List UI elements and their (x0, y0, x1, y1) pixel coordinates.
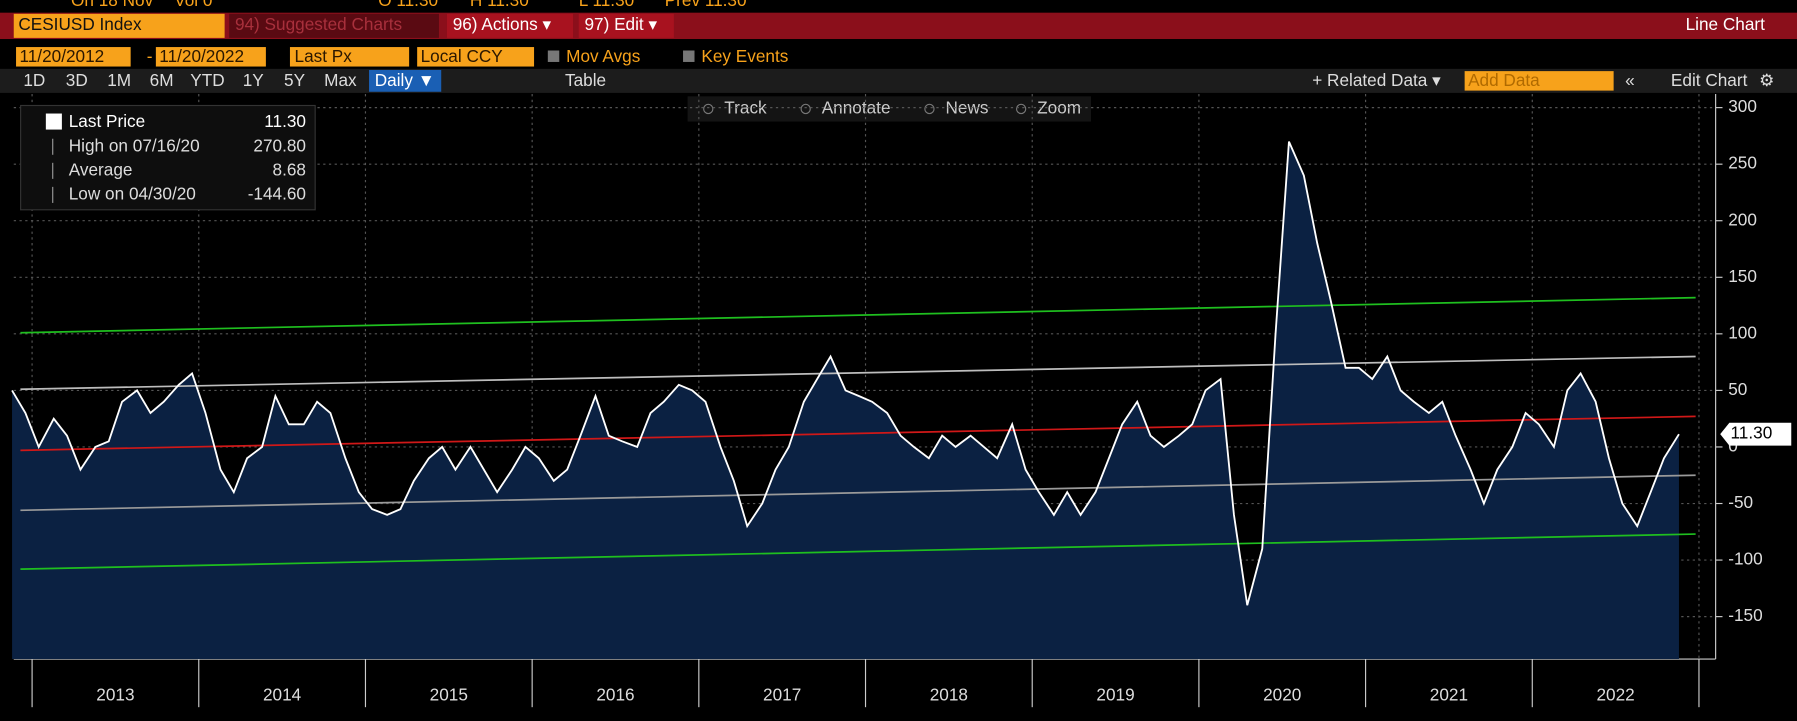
range-button[interactable]: 1M (107, 70, 131, 90)
add-data-box[interactable] (1464, 71, 1614, 91)
security-box[interactable] (13, 13, 225, 38)
y-tick-label: -150 (1728, 605, 1762, 625)
stat-label: Low on 04/30/20 (69, 183, 196, 203)
option[interactable]: Key Events (701, 46, 788, 66)
field[interactable]: Last Px (295, 46, 353, 66)
menu-button[interactable] (578, 13, 674, 38)
y-tick-label: -100 (1728, 549, 1762, 569)
quote-item: Vol 0 (174, 0, 212, 10)
stat-label: High on 07/16/20 (69, 135, 200, 155)
quote-item: On 18 Nov (71, 0, 154, 10)
y-tick-label: 150 (1728, 266, 1757, 286)
area (12, 141, 1679, 660)
menu-item[interactable]: 94) Suggested Charts (235, 14, 402, 34)
x-tick-label: 2017 (763, 684, 801, 704)
y-tick-label: 50 (1728, 379, 1747, 399)
last-value-tag (1720, 422, 1792, 446)
end-date-box[interactable] (155, 47, 266, 67)
view-name: Line Chart (1686, 14, 1766, 34)
tool-icon (924, 103, 935, 115)
quote-item: Prev 11.30 (665, 0, 747, 10)
table-button[interactable]: Table (565, 70, 606, 90)
menu-item[interactable]: 96) Actions ▾ (453, 14, 552, 34)
currency[interactable]: Local CCY (421, 46, 504, 66)
x-tick-label: 2013 (96, 684, 134, 704)
x-tick-label: 2020 (1263, 684, 1301, 704)
currency-box[interactable] (417, 47, 535, 67)
stat-value: 270.80 (253, 135, 306, 155)
frequency[interactable]: Daily ▼ (375, 70, 435, 90)
x-tick-label: 2019 (1096, 684, 1134, 704)
start-date-box[interactable] (16, 47, 131, 67)
x-tick-label: 2015 (430, 684, 468, 704)
end-date[interactable]: 11/20/2022 (159, 46, 244, 66)
tool-bar (687, 96, 1092, 122)
x-tick-label: 2021 (1430, 684, 1468, 704)
collapse-icon[interactable]: « (1625, 70, 1635, 90)
add-data[interactable]: Add Data (1468, 70, 1540, 90)
option[interactable]: Mov Avgs (566, 46, 640, 66)
legend-label: Last Price (69, 111, 145, 131)
x-tick-label: 2022 (1596, 684, 1634, 704)
y-tick-label: 200 (1728, 209, 1757, 229)
legend-swatch (45, 113, 62, 130)
tool-icon (1015, 103, 1027, 115)
field-box[interactable] (289, 47, 410, 67)
last-value-label: 11.30 (1731, 423, 1773, 443)
start-date[interactable]: 11/20/2012 (19, 46, 104, 66)
tool-icon (800, 103, 811, 115)
quote-item: O 11.30 (378, 0, 438, 10)
stat-value: 8.68 (273, 159, 306, 179)
range-button[interactable]: 3D (66, 70, 88, 90)
range-button[interactable]: Max (324, 70, 357, 90)
y-tick-label: -50 (1728, 492, 1753, 512)
checkbox[interactable] (547, 50, 560, 62)
menu-item[interactable]: 97) Edit ▾ (584, 14, 657, 34)
tool-button[interactable]: Track (724, 97, 767, 117)
price-line (11, 141, 1680, 606)
range-button[interactable]: 6M (150, 70, 174, 90)
tool-button[interactable]: Zoom (1037, 97, 1081, 117)
x-tick-label: 2018 (930, 684, 968, 704)
range-button[interactable]: 1Y (243, 70, 265, 90)
quote-item: H 11.30 (470, 0, 529, 10)
trend-line (20, 415, 1696, 452)
y-tick-label: 100 (1728, 322, 1757, 342)
quote-item: L 11.30 (579, 0, 634, 10)
range-button[interactable]: 1D (23, 70, 45, 90)
range-button[interactable]: 5Y (284, 70, 306, 90)
menu-button[interactable] (446, 13, 574, 38)
tool-icon (703, 103, 714, 115)
trend-line (20, 355, 1696, 391)
frequency-box[interactable] (369, 69, 442, 92)
checkbox[interactable] (683, 50, 695, 62)
y-tick-label: 300 (1728, 96, 1757, 116)
trend-line (20, 533, 1696, 570)
x-tick-label: 2014 (263, 684, 302, 704)
settings-icon[interactable]: ⚙ (1759, 70, 1774, 90)
menu-button[interactable] (229, 13, 439, 38)
date-sep: - (147, 46, 153, 66)
trend-line (20, 296, 1696, 334)
range-button[interactable]: YTD (190, 70, 224, 90)
related-data[interactable]: + Related Data ▾ (1312, 70, 1441, 90)
x-tick-label: 2016 (596, 684, 634, 704)
edit-chart[interactable]: Edit Chart (1671, 70, 1748, 90)
security[interactable]: CESIUSD Index (18, 14, 142, 34)
y-tick-label: 250 (1728, 153, 1757, 173)
legend (20, 104, 316, 211)
trend-line (20, 474, 1696, 512)
stat-label: Average (69, 159, 133, 179)
legend-value: 11.30 (264, 111, 306, 131)
stat-value: -144.60 (248, 183, 306, 203)
